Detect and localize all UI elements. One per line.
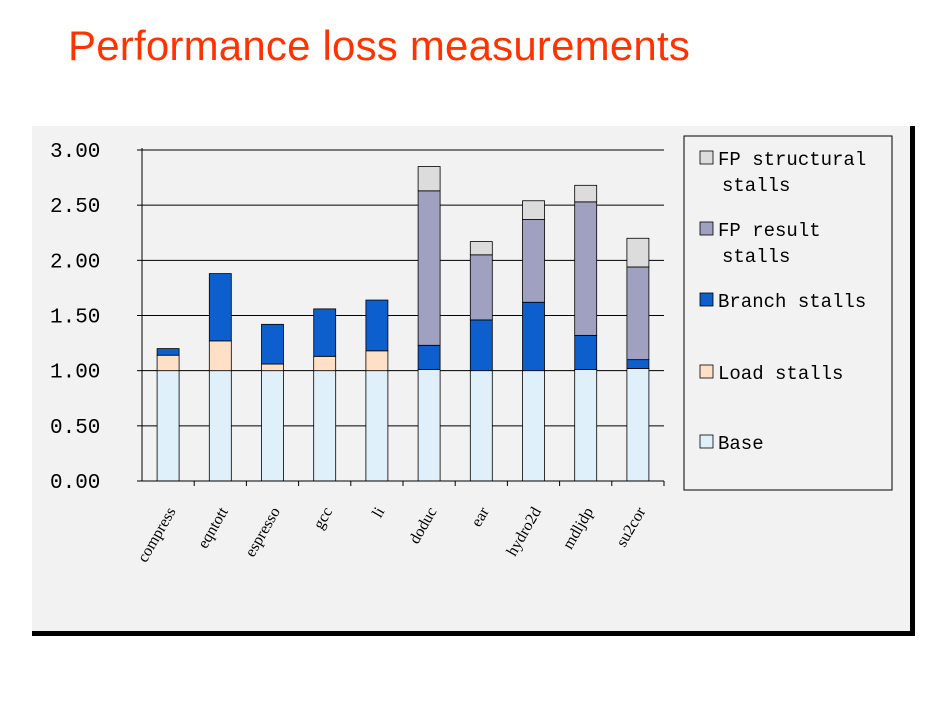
legend-swatch bbox=[699, 364, 714, 379]
bar-segment bbox=[574, 201, 598, 336]
slide-title: Performance loss measurements bbox=[68, 22, 691, 69]
y-tick-label: 2.00 bbox=[50, 251, 100, 274]
legend-box bbox=[683, 135, 893, 491]
bar-segment bbox=[469, 319, 493, 372]
bar-segment bbox=[417, 344, 441, 370]
legend-swatch bbox=[699, 150, 714, 165]
bar-segment bbox=[417, 369, 441, 482]
x-tick-label: ear bbox=[468, 504, 493, 530]
legend-label: Load stalls bbox=[718, 363, 843, 385]
x-tick-label: eqntott bbox=[195, 504, 232, 551]
bar-segment bbox=[626, 266, 650, 361]
bar-segment bbox=[574, 184, 598, 203]
bar-segment bbox=[261, 370, 284, 482]
bar-segment bbox=[469, 241, 493, 256]
bar-segment bbox=[313, 308, 337, 357]
y-tick-label: 1.50 bbox=[50, 307, 100, 330]
bar-segment bbox=[261, 323, 284, 365]
bar-segment bbox=[208, 370, 232, 482]
legend-swatch bbox=[699, 292, 714, 307]
bar-segment bbox=[313, 355, 337, 372]
bar-segment bbox=[522, 200, 545, 220]
y-tick-label: 3.00 bbox=[50, 141, 100, 164]
bar-segment bbox=[469, 370, 493, 482]
bar-segment bbox=[313, 370, 337, 482]
legend-label: stalls bbox=[722, 246, 790, 268]
x-tick-label: su2cor bbox=[613, 504, 649, 550]
y-tick-label: 1.00 bbox=[50, 362, 100, 385]
legend-label: Base bbox=[718, 433, 764, 455]
legend-label: Branch stalls bbox=[718, 291, 866, 313]
legend-label: stalls bbox=[722, 175, 790, 197]
bar-segment bbox=[156, 370, 180, 482]
bar-segment bbox=[156, 348, 180, 356]
legend-label: FP structural bbox=[718, 149, 866, 171]
x-tick-label: compress bbox=[135, 505, 180, 566]
bar-segment bbox=[365, 350, 389, 372]
x-tick-label: gcc bbox=[310, 505, 336, 533]
x-tick-label: mdljdp bbox=[560, 505, 597, 553]
stacked-bar-chart: 0.00 0.50 1.00 1.50 2.00 2.50 3.00 compress eqnt… bbox=[50, 135, 893, 566]
bar-segment bbox=[626, 237, 650, 268]
legend-swatch bbox=[699, 434, 714, 449]
bar-segment bbox=[417, 190, 441, 346]
bar-segment bbox=[626, 359, 650, 369]
bar-segment bbox=[469, 254, 493, 321]
x-tick-label: doduc bbox=[406, 505, 440, 547]
bar-segment bbox=[156, 354, 180, 372]
bar-segment bbox=[574, 369, 598, 482]
bar-segment bbox=[522, 370, 545, 482]
chart-panel: 0.00 0.50 1.00 1.50 2.00 2.50 3.00 compress eqnt… bbox=[32, 126, 915, 636]
legend-swatch bbox=[699, 221, 714, 236]
x-tick-label: espresso bbox=[242, 505, 284, 560]
bar-segment bbox=[208, 273, 232, 342]
y-tick-label: 0.50 bbox=[50, 417, 100, 440]
bar-segment bbox=[522, 219, 545, 303]
bar-segment bbox=[417, 166, 441, 192]
bar-segment bbox=[522, 301, 545, 372]
y-tick-label: 0.00 bbox=[50, 472, 100, 495]
bar-segment bbox=[574, 334, 598, 370]
bar-segment bbox=[365, 370, 389, 482]
x-tick-label: hydro2d bbox=[504, 505, 545, 560]
bar-segment bbox=[365, 299, 389, 352]
bar-segment bbox=[626, 368, 650, 482]
y-tick-label: 2.50 bbox=[50, 196, 100, 219]
x-tick-label: li bbox=[369, 504, 388, 521]
legend-label: FP result bbox=[718, 220, 821, 242]
bar-segment bbox=[208, 340, 232, 372]
bar-segment bbox=[261, 363, 284, 372]
